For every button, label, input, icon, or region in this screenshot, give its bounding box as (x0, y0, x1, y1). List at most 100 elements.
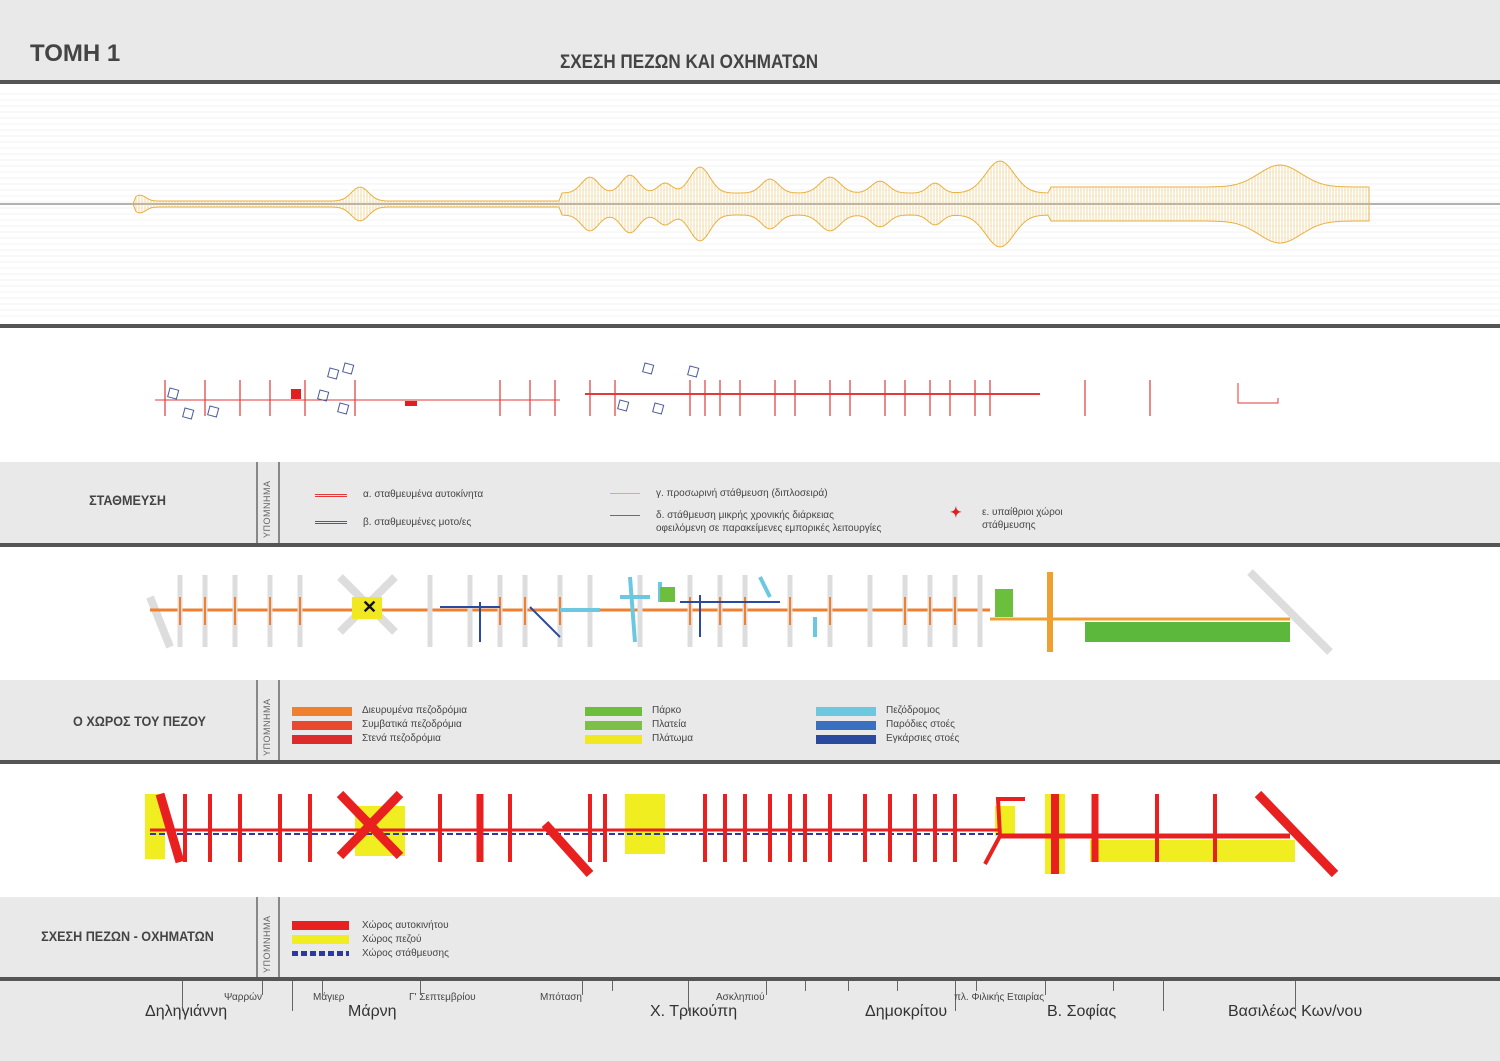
street-label: Δημοκρίτου (865, 1003, 948, 1020)
street-tick (262, 981, 263, 995)
street-gray (146, 595, 174, 649)
separator (256, 897, 258, 978)
pedestrian-space (1090, 840, 1295, 862)
header: ΤΟΜΗ 1 ΣΧΕΣΗ ΠΕΖΩΝ ΚΑΙ ΟΧΗΜΑΤΩΝ (0, 0, 1500, 80)
street-tick (1045, 981, 1046, 995)
car-space (336, 790, 404, 860)
legend-label: Πεζόδρομος (886, 705, 940, 716)
legend-label: ε. υπαίθριοι χώροι (982, 507, 1063, 518)
street-label: Ψαρρών (224, 992, 262, 1003)
pedestrian-street (628, 576, 637, 643)
parking-lot (291, 389, 301, 399)
street-tick (582, 981, 583, 995)
legend-swatch (292, 721, 352, 730)
relation-title: ΣΧΕΣΗ ΠΕΖΩΝ - ΟΧΗΜΑΤΩΝ (41, 928, 214, 944)
pedestrian-legend: Ο ΧΩΡΟΣ ΤΟΥ ΠΕΖΟΥ ΥΠΟΜΝΗΜΑ Διευρυμένα πε… (0, 680, 1500, 761)
separator (256, 462, 258, 543)
parking-title: ΣΤΑΘΜΕΥΣΗ (89, 492, 166, 508)
divider (0, 760, 1500, 764)
car-space (983, 797, 1025, 865)
street-tick (1295, 981, 1296, 1011)
pedestrian-space (625, 794, 665, 854)
legend-swatch (585, 735, 642, 744)
legend-tag: ΥΠΟΜΝΗΜΑ (262, 698, 272, 757)
motorcycle-parking (342, 362, 355, 375)
street-tick (322, 981, 323, 995)
car-space (541, 820, 594, 878)
street-label: Δηληγιάννη (145, 1003, 228, 1020)
parking-map-panel (0, 328, 1500, 462)
divider (0, 80, 1500, 84)
street-label: πλ. Φιλικής Εταιρίας (954, 992, 1045, 1003)
street-label: Χ. Τρικούπη (650, 1003, 738, 1020)
legend-label: Πλάτωμα (652, 733, 694, 744)
relation-legend: ΣΧΕΣΗ ΠΕΖΩΝ - ΟΧΗΜΑΤΩΝ ΥΠΟΜΝΗΜΑ Χώρος αυ… (0, 897, 1500, 978)
legend-label: γ. προσωρινή στάθμευση (διπλοσειρά) (656, 488, 828, 499)
legend-swatch-motorcycles (315, 521, 347, 524)
legend-label: Στενά πεζοδρόμια (362, 733, 441, 744)
street-label: Μάγιερ (313, 992, 345, 1003)
motorcycle-parking (652, 402, 665, 415)
park (995, 589, 1013, 617)
park (1085, 622, 1290, 642)
street-tick (612, 981, 613, 991)
pedestrian-space-map: ✕ (146, 569, 1333, 655)
legend-swatch (816, 735, 876, 744)
parking-legend: ΣΤΑΘΜΕΥΣΗ ΥΠΟΜΝΗΜΑ α. σταθμευμένα αυτοκί… (0, 462, 1500, 543)
legend-label: Χώρος αυτοκινήτου (362, 920, 449, 931)
parking-line (1237, 383, 1279, 404)
separator (278, 897, 280, 978)
pedestrian-map-panel: ✕ (0, 547, 1500, 680)
pedestrian-space (145, 794, 165, 859)
motorcycle-parking (317, 389, 330, 402)
separator (256, 680, 258, 761)
flow-outline (132, 160, 1370, 248)
street-label: Μπόταση (540, 992, 582, 1003)
legend-label: δ. στάθμευση μικρής χρονικής διάρκειας (656, 510, 834, 521)
legend-swatch (816, 707, 876, 716)
motorcycle-parking (182, 407, 195, 420)
street-tick (420, 981, 421, 995)
legend-swatch-parking-space (292, 951, 349, 956)
street-label: Βασιλέως Κων/νου (1228, 1003, 1363, 1020)
legend-swatch-cars (315, 494, 347, 497)
street-tick (182, 981, 183, 1011)
legend-tag: ΥΠΟΜΝΗΜΑ (262, 915, 272, 974)
street-label: Ασκληπιού (716, 992, 765, 1003)
motorcycle-parking (327, 367, 340, 380)
motorcycle-parking (642, 362, 655, 375)
motorcycle-parking (207, 405, 220, 418)
pedestrian-vehicle-map (145, 790, 1339, 878)
parking-lot-icon: ✦ (950, 504, 962, 520)
motorcycle-parking (617, 399, 630, 412)
street-tick (805, 981, 806, 991)
page-title: ΣΧΕΣΗ ΠΕΖΩΝ ΚΑΙ ΟΧΗΜΑΤΩΝ (560, 52, 819, 73)
legend-swatch (585, 721, 642, 730)
legend-label: Συμβατικά πεζοδρόμια (362, 719, 462, 730)
legend-swatch (292, 735, 352, 744)
section-title: ΤΟΜΗ 1 (30, 40, 121, 67)
legend-label: Χώρος πεζού (362, 934, 422, 945)
pedestrian-title: Ο ΧΩΡΟΣ ΤΟΥ ΠΕΖΟΥ (73, 713, 206, 729)
legend-swatch-car-space (292, 921, 349, 930)
car-space (1254, 790, 1339, 878)
legend-label: Πάρκο (652, 705, 682, 716)
legend-tag: ΥΠΟΜΝΗΜΑ (262, 480, 272, 539)
divider (0, 977, 1500, 981)
motorcycle-parking (337, 402, 350, 415)
street-gray (1247, 569, 1333, 655)
legend-label: Παρόδιες στοές (886, 719, 955, 730)
street-label: Β. Σοφίας (1047, 1003, 1117, 1020)
legend-swatch-short-parking (610, 515, 640, 516)
street-label: Μάρνη (348, 1003, 397, 1020)
street-label: Γ' Σεπτεμβρίου (409, 992, 476, 1003)
motorcycle-parking (687, 365, 700, 378)
street-tick (766, 981, 767, 995)
flow-diagram-panel (0, 84, 1500, 326)
legend-label: Χώρος στάθμευσης (362, 948, 449, 959)
street-tick (955, 981, 956, 1011)
motorcycle-parking (167, 387, 180, 400)
pedestrian-street (758, 576, 772, 598)
pedestrian-flow-wave (0, 93, 1500, 317)
legend-swatch-pedestrian-space (292, 935, 349, 944)
